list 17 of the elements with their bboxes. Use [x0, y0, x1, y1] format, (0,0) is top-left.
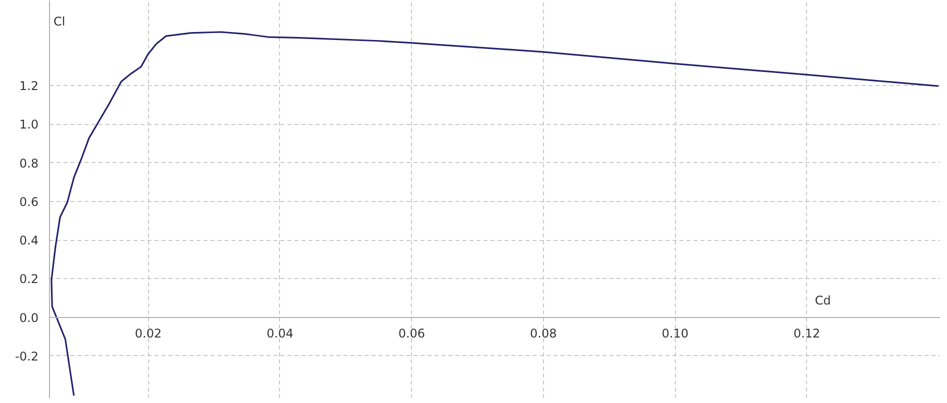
y-tick-label: 1.2 — [19, 79, 39, 94]
y-tick-label: 0.6 — [19, 194, 39, 209]
y-tick-label: 0.2 — [19, 272, 39, 286]
x-tick-label: 0.12 — [793, 326, 820, 340]
x-tick-label: 0.08 — [530, 326, 557, 340]
y-tick-label: 0.8 — [19, 156, 39, 170]
y-axis-title: Cl — [54, 14, 66, 28]
y-tick-label: -0.2 — [15, 349, 39, 364]
y-tick-label: 1.0 — [19, 118, 39, 132]
y-tick-label: 0.4 — [19, 234, 39, 248]
x-axis-title: Cd — [814, 293, 831, 308]
y-tick-label: 0.0 — [19, 310, 39, 325]
x-tick-label: 0.06 — [398, 326, 426, 340]
x-tick-label: 0.10 — [662, 326, 688, 340]
line-series — [50, 31, 940, 396]
x-tick-label: 0.04 — [266, 326, 294, 340]
x-tick-label: 0.02 — [134, 326, 162, 340]
